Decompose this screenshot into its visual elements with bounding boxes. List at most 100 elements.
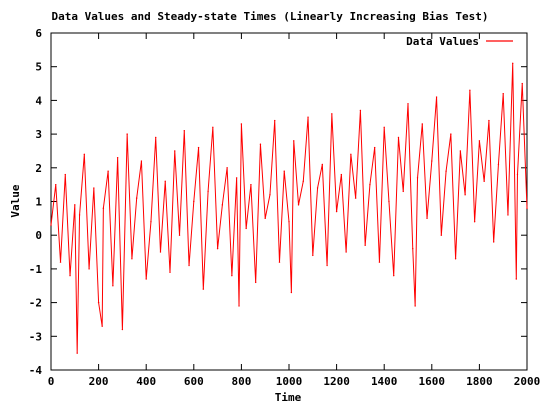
data-point-0-64 [335,210,338,213]
data-point-0-1 [55,183,57,186]
data-point-0-55 [293,140,295,142]
legend-label-data-values: Data Values [406,35,479,48]
data-point-0-75 [388,200,390,203]
data-point-0-43 [240,123,243,125]
y-tick-label-7: 3 [35,128,42,141]
data-point-0-99 [497,163,500,166]
data-point-0-96 [483,180,485,182]
data-point-0-78 [402,190,404,193]
data-point-0-52 [283,170,285,172]
data-point-0-51 [278,261,281,263]
data-point-0-6 [76,352,78,354]
y-tick-label-8: 4 [35,94,42,107]
data-point-0-83 [421,123,423,125]
data-point-0-100 [502,92,504,95]
data-point-0-84 [426,217,428,220]
data-point-0-10 [93,187,95,189]
data-point-0-74 [383,126,385,129]
data-point-0-8 [83,153,86,156]
data-point-0-80 [412,247,414,250]
y-tick-label-9: 5 [35,61,42,74]
data-point-0-79 [407,103,409,105]
data-point-0-72 [373,146,376,149]
data-point-0-47 [259,143,262,145]
x-tick-label-8: 1600 [419,375,446,388]
y-axis-label: Value [9,184,22,217]
y-tick-label-1: -3 [29,330,42,343]
x-tick-label-10: 2000 [514,375,540,388]
data-point-0-18 [126,133,128,135]
data-point-0-21 [140,160,143,162]
data-point-0-101 [507,214,509,216]
data-point-0-32 [193,200,195,203]
x-tick-label-6: 1200 [323,375,350,388]
y-tick-label-2: -2 [29,297,42,310]
data-point-0-22 [145,278,147,280]
data-point-0-57 [302,180,304,182]
legend: Data Values [406,35,513,48]
data-point-0-59 [312,254,314,257]
y-tick-label-6: 2 [35,162,42,175]
data-point-0-97 [488,119,490,122]
data-point-0-17 [121,328,124,331]
x-tick-label-5: 1000 [276,375,303,388]
data-point-0-41 [235,177,238,179]
data-point-0-34 [202,288,205,290]
data-point-0-60 [316,187,319,189]
data-point-0-69 [359,109,362,112]
data-point-0-85 [431,160,433,162]
x-tick-label-9: 1800 [466,375,493,388]
x-tick-label-2: 400 [136,375,156,388]
data-point-0-45 [250,183,252,186]
data-point-0-19 [131,258,133,260]
data-point-0-65 [340,173,343,176]
data-point-0-38 [221,204,224,206]
data-point-0-92 [464,194,466,196]
data-point-0-53 [288,221,290,223]
x-tick-label-1: 200 [89,375,109,388]
x-tick-label-3: 600 [184,375,204,388]
data-point-0-76 [393,274,395,277]
data-point-0-56 [297,204,300,206]
data-point-0-89 [450,133,452,135]
x-tick-label-7: 1400 [371,375,398,388]
data-point-0-14 [107,170,109,172]
data-point-0-105 [521,82,523,85]
data-point-0-50 [274,119,276,122]
x-axis-label: Time [275,391,302,404]
data-point-0-29 [178,234,181,236]
data-point-0-13 [102,207,105,209]
data-point-0-20 [135,197,138,199]
data-point-0-35 [207,190,209,193]
data-point-0-28 [174,150,176,152]
series-line-0 [50,62,528,354]
data-point-0-102 [512,62,514,65]
x-tick-label-4: 800 [231,375,251,388]
data-point-0-103 [515,278,517,280]
data-point-0-88 [445,170,447,172]
y-tick-label-10: 6 [35,27,42,40]
data-point-0-25 [159,251,162,253]
data-point-0-61 [321,163,324,166]
data-point-0-3 [64,173,66,176]
data-point-0-48 [264,217,266,220]
data-point-0-93 [469,89,471,91]
chart-title: Data Values and Steady-state Times (Line… [51,10,488,23]
data-point-0-39 [226,167,228,169]
plot-layer: 0 200 400 600 800 1000 1200 1400 1600 1800 2000 -4 -… [29,27,540,388]
y-tick-label-0: -4 [29,364,43,377]
data-point-0-33 [197,146,200,149]
data-point-0-91 [459,150,462,152]
data-point-0-49 [269,194,271,196]
y-tick-label-4: 0 [35,229,42,242]
x-tick-label-0: 0 [48,375,55,388]
data-point-0-73 [378,261,381,263]
data-point-0-63 [331,113,333,115]
data-point-0-11 [97,301,100,304]
data-point-0-27 [169,271,171,273]
data-point-0-31 [188,264,190,267]
data-point-0-5 [74,204,76,206]
data-point-0-66 [345,251,347,253]
